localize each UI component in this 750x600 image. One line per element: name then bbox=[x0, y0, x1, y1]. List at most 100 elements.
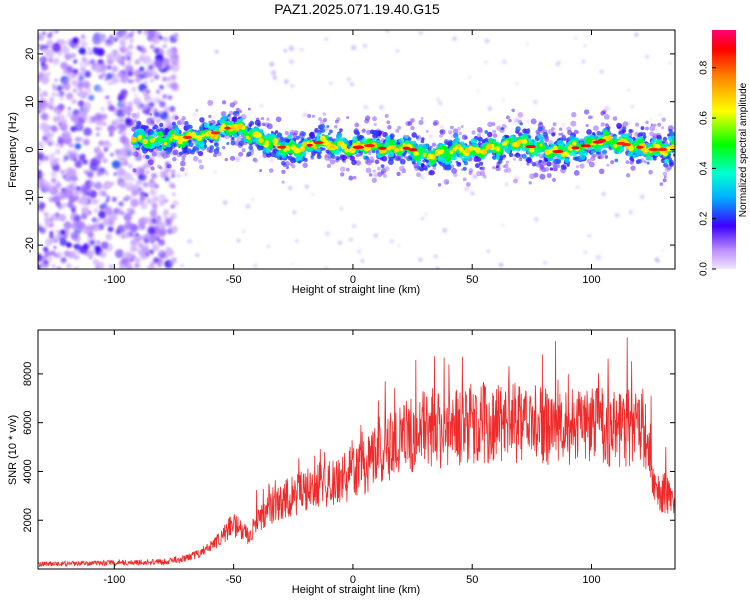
noise-blob bbox=[128, 79, 133, 84]
noise-blob bbox=[130, 177, 135, 182]
noise-blob bbox=[40, 112, 48, 121]
noise-blob bbox=[49, 158, 58, 166]
ridge-blob bbox=[366, 129, 372, 135]
noise-blob bbox=[42, 90, 49, 97]
noise-blob bbox=[49, 230, 54, 236]
ridge-blob bbox=[334, 124, 338, 129]
ridge-blob bbox=[491, 122, 496, 126]
ridge-blob bbox=[668, 130, 675, 137]
ridge-blob bbox=[650, 139, 656, 144]
ridge-blob bbox=[384, 113, 389, 118]
ridge-blob bbox=[487, 131, 493, 138]
noise-blob bbox=[299, 47, 304, 52]
noise-blob bbox=[135, 156, 140, 160]
ridge-blob bbox=[200, 133, 206, 138]
ridge-blob bbox=[513, 141, 519, 147]
ridge-blob bbox=[418, 119, 424, 126]
noise-blob bbox=[74, 143, 82, 150]
noise-blob bbox=[68, 143, 74, 148]
ridge-blob bbox=[266, 150, 270, 154]
noise-blob bbox=[288, 45, 295, 51]
noise-blob bbox=[464, 186, 470, 192]
noise-blob bbox=[87, 50, 94, 56]
noise-blob bbox=[111, 196, 117, 202]
noise-blob bbox=[82, 206, 90, 214]
ridge-blob bbox=[471, 130, 476, 135]
ridge-blob bbox=[158, 146, 163, 152]
ridge-blob bbox=[397, 150, 403, 156]
noise-blob bbox=[113, 37, 119, 42]
noise-blob bbox=[329, 81, 333, 86]
noise-blob bbox=[54, 253, 58, 258]
noise-blob bbox=[288, 186, 292, 190]
noise-blob bbox=[172, 200, 179, 207]
ridge-peak bbox=[378, 146, 387, 150]
noise-blob bbox=[57, 51, 63, 57]
noise-blob bbox=[151, 243, 160, 252]
ridge-blob bbox=[518, 157, 523, 162]
noise-blob bbox=[87, 210, 92, 215]
noise-blob bbox=[70, 223, 76, 229]
ridge-blob bbox=[340, 172, 345, 177]
noise-blob bbox=[38, 201, 46, 209]
snr-frame bbox=[37, 329, 676, 570]
ridge-blob bbox=[505, 140, 509, 144]
snr-x-axis-label: Height of straight line (km) bbox=[292, 584, 420, 596]
ridge-blob bbox=[667, 133, 670, 137]
ridge-blob bbox=[339, 128, 343, 133]
ridge-blob bbox=[598, 168, 605, 175]
noise-blob bbox=[52, 58, 60, 66]
ridge-blob bbox=[479, 161, 484, 166]
noise-blob bbox=[82, 138, 90, 146]
noise-blob bbox=[93, 146, 101, 154]
noise-blob bbox=[60, 119, 68, 126]
ridge-blob bbox=[213, 153, 218, 158]
noise-blob bbox=[116, 71, 123, 79]
ridge-peak bbox=[636, 145, 644, 149]
noise-blob bbox=[51, 132, 55, 136]
ridge-blob bbox=[628, 128, 633, 134]
ridge-blob bbox=[233, 124, 237, 127]
noise-blob bbox=[158, 250, 167, 259]
noise-blob bbox=[253, 263, 258, 268]
ridge-blob bbox=[147, 159, 154, 166]
noise-blob bbox=[102, 72, 106, 77]
noise-blob bbox=[104, 140, 109, 145]
noise-blob bbox=[92, 258, 99, 265]
ridge-peak bbox=[182, 135, 193, 140]
ridge-blob bbox=[588, 161, 595, 168]
ridge-blob bbox=[371, 177, 377, 183]
noise-blob bbox=[292, 210, 297, 215]
ridge-blob bbox=[669, 144, 675, 150]
noise-blob bbox=[118, 130, 122, 134]
noise-blob bbox=[67, 107, 71, 111]
ridge-blob bbox=[226, 142, 230, 146]
ridge-blob bbox=[597, 156, 601, 160]
ridge-blob bbox=[610, 160, 615, 165]
ridge-blob bbox=[433, 119, 440, 126]
ridge-blob bbox=[604, 114, 610, 120]
noise-blob bbox=[71, 73, 77, 79]
noise-blob bbox=[118, 249, 123, 253]
noise-blob bbox=[70, 125, 77, 133]
noise-blob bbox=[118, 168, 126, 177]
noise-blob bbox=[94, 264, 100, 269]
snr-plot-area bbox=[38, 337, 675, 568]
figure-title: PAZ1.2025.071.19.40.G15 bbox=[274, 1, 440, 17]
ridge-blob bbox=[150, 120, 155, 124]
noise-blob bbox=[128, 37, 135, 44]
noise-blob bbox=[74, 160, 83, 169]
noise-blob bbox=[61, 260, 65, 264]
ridge-blob bbox=[180, 160, 186, 167]
ridge-blob bbox=[179, 118, 185, 125]
ridge-peak bbox=[580, 144, 592, 148]
ridge-blob bbox=[301, 141, 308, 147]
ridge-blob bbox=[260, 116, 265, 121]
noise-blob bbox=[581, 59, 586, 64]
noise-blob bbox=[148, 64, 154, 70]
ridge-blob bbox=[247, 137, 251, 141]
noise-blob bbox=[440, 125, 444, 129]
noise-blob bbox=[245, 203, 251, 209]
ridge-blob bbox=[579, 141, 584, 145]
noise-blob bbox=[153, 74, 160, 80]
